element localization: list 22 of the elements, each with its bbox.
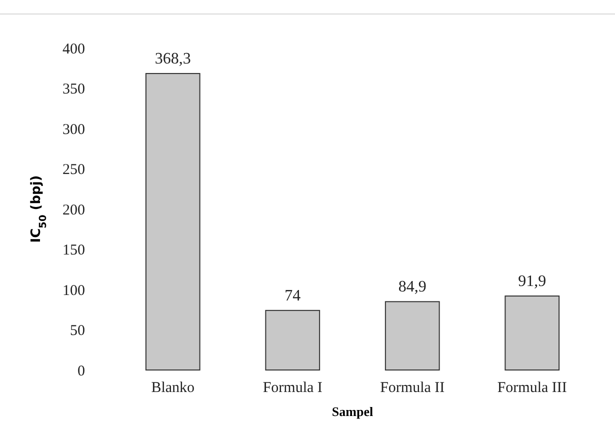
y-tick-label: 200 xyxy=(62,202,85,218)
y-tick-label: 0 xyxy=(78,363,85,380)
y-tick-label: 50 xyxy=(70,323,85,339)
data-label: 368,3 xyxy=(154,50,191,68)
data-label: 91,9 xyxy=(518,273,546,290)
x-tick-label: Formula III xyxy=(497,380,567,396)
bar xyxy=(145,73,200,370)
y-tick-label: 350 xyxy=(62,82,85,98)
x-tick-label: Formula II xyxy=(380,380,445,396)
y-tick-label: 400 xyxy=(62,41,85,58)
y-tick-label: 250 xyxy=(62,162,85,178)
x-tick-label: Formula I xyxy=(262,380,322,396)
bar xyxy=(384,301,440,370)
y-tick-label: 300 xyxy=(62,122,85,138)
x-axis-title: Sampel xyxy=(332,404,374,419)
bar xyxy=(265,310,320,370)
bar xyxy=(504,296,560,370)
data-label: 84,9 xyxy=(398,278,426,296)
x-tick-label: Blanko xyxy=(151,380,195,396)
data-label: 74 xyxy=(284,287,301,304)
y-tick-label: 100 xyxy=(62,282,85,299)
y-tick-label: 150 xyxy=(62,242,85,258)
